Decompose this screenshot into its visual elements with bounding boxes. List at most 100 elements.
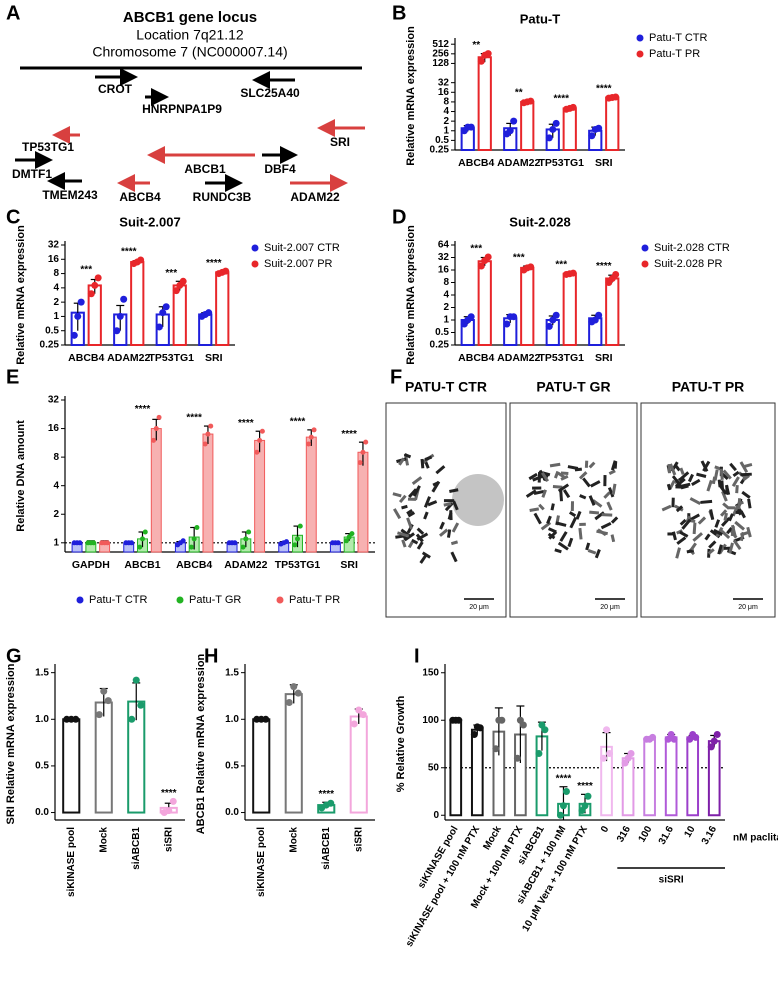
chromosome: [548, 527, 557, 534]
chromosome: [555, 521, 567, 527]
significance-label: ****: [135, 404, 151, 415]
chromosome: [610, 460, 617, 471]
chromosome: [423, 511, 429, 520]
data-point: [470, 731, 478, 738]
chromosome: [401, 504, 408, 510]
chromosome: [601, 513, 613, 517]
chromosome: [692, 532, 703, 542]
data-point: [346, 534, 352, 540]
data-point: [292, 542, 298, 548]
data-point: [350, 720, 358, 728]
significance-label: ****: [596, 83, 612, 94]
karyotype-title: PATU-T GR: [536, 379, 610, 395]
bar: [562, 272, 577, 346]
chromosome: [537, 471, 542, 483]
chromosome: [393, 508, 402, 520]
data-point: [498, 716, 506, 724]
panel-label: B: [392, 2, 406, 24]
chromosome: [689, 497, 701, 505]
y-tick-label: 150: [422, 667, 439, 678]
y-tick-label: 1.0: [225, 714, 239, 725]
y-tick-label: 32: [438, 77, 450, 88]
chromosome: [533, 490, 545, 496]
y-tick-label: 4: [53, 480, 59, 491]
legend-marker: [251, 244, 259, 252]
bar: [254, 439, 266, 553]
data-point: [606, 750, 614, 757]
bar: [284, 693, 303, 814]
data-point: [467, 123, 475, 131]
data-point: [243, 536, 249, 542]
y-tick-label: 64: [438, 240, 450, 251]
chromosome: [706, 479, 713, 492]
significance-label: ***: [555, 259, 567, 270]
chromosome: [578, 527, 583, 540]
bar: [449, 719, 463, 817]
x-tick-label: 316: [615, 824, 633, 844]
significance-label: ***: [80, 264, 92, 275]
y-tick-label: 2: [53, 297, 59, 308]
data-point: [137, 544, 143, 550]
bar: [357, 451, 369, 553]
chromosome: [610, 534, 616, 543]
chromosome: [711, 476, 717, 485]
x-tick-label: TP53TG1: [538, 352, 584, 364]
data-point: [151, 437, 157, 443]
chromosome: [669, 463, 677, 476]
chromosome: [568, 511, 577, 518]
x-tick-label: TP53TG1: [538, 157, 584, 169]
chromosome: [606, 501, 613, 511]
significance-label: ****: [121, 247, 137, 258]
data-point: [552, 119, 560, 127]
data-point: [484, 50, 492, 58]
y-tick-label: 2: [443, 302, 449, 313]
y-tick-label: 0.5: [435, 135, 449, 146]
chromosome: [452, 500, 459, 511]
locus-title: ABCB1 gene locus: [123, 9, 257, 26]
y-axis-label: ABCB1 Relative mRNA expression: [195, 653, 207, 834]
significance-label: ****: [290, 417, 306, 428]
y-tick-label: 16: [48, 254, 60, 265]
data-point: [527, 97, 535, 105]
chromosome: [740, 530, 750, 537]
chromosome: [726, 527, 733, 535]
gene-locus: ABCB1 gene locus Location 7q21.12 Chromo…: [12, 9, 365, 204]
bar: [172, 284, 187, 347]
panel-label: E: [6, 366, 19, 388]
axis-annotation: nM paclitaxel: [733, 833, 778, 844]
y-tick-label: 16: [48, 423, 60, 434]
chromosome: [679, 467, 685, 475]
chromosome: [594, 549, 601, 559]
data-point: [545, 322, 553, 330]
chromosome: [676, 536, 687, 545]
bar: [707, 740, 721, 817]
chromosome: [585, 542, 591, 551]
data-point: [295, 536, 300, 542]
data-point: [205, 431, 211, 437]
x-tick-label: SRI: [340, 559, 358, 571]
chromosome: [747, 498, 752, 509]
data-point: [70, 331, 78, 339]
bar: [562, 107, 577, 152]
chromosome: [403, 453, 410, 466]
chromosome: [728, 506, 736, 510]
chromosome: [432, 480, 440, 487]
chromosome: [685, 515, 692, 523]
x-tick-label: ABCB4: [458, 157, 494, 169]
chromosome: [681, 518, 692, 530]
legend-marker: [636, 34, 644, 42]
bar: [664, 736, 678, 817]
chromosome: [541, 489, 547, 498]
data-point: [202, 441, 208, 447]
chromosome: [443, 502, 452, 507]
gene-label: SRI: [330, 135, 350, 149]
chromosome: [559, 531, 568, 542]
data-point: [232, 540, 238, 546]
chromosome: [696, 472, 707, 478]
chromosome: [742, 474, 750, 482]
significance-label: ****: [553, 94, 569, 105]
data-point: [285, 699, 293, 707]
chromosome: [742, 462, 753, 469]
chromosome: [686, 549, 695, 554]
